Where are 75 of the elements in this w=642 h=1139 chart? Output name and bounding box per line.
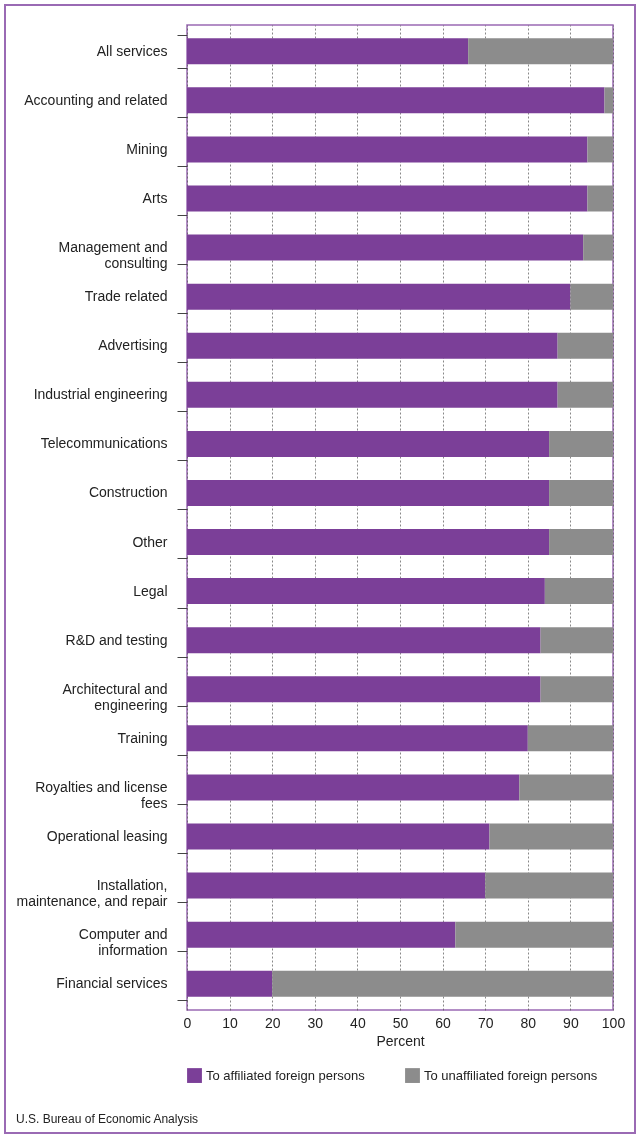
bar [519, 774, 613, 801]
bar [549, 529, 613, 556]
y-tick-label: Telecommunications [40, 435, 168, 452]
legend-label: To affiliated foreign persons [206, 1067, 366, 1083]
x-tick-label: 0 [183, 1014, 192, 1031]
x-tick-label: 70 [477, 1014, 494, 1031]
x-tick-label: 30 [307, 1014, 324, 1031]
x-tick-label: 60 [435, 1014, 452, 1031]
bar [187, 332, 558, 359]
bar [549, 430, 613, 457]
bar [187, 872, 486, 899]
bar [455, 921, 613, 948]
bar [527, 725, 613, 752]
x-tick-label: 50 [392, 1014, 409, 1031]
bar [187, 479, 550, 506]
text: U.S. Bureau of Economic Analysis [16, 1112, 199, 1126]
y-tick-label: R&D and testing [65, 631, 168, 648]
x-tick-label: 20 [264, 1014, 281, 1031]
x-tick-label: 100 [601, 1014, 626, 1031]
bar [187, 627, 541, 654]
y-tick-label: Financial services [56, 975, 168, 992]
legend-label: To unaffiliated foreign persons [424, 1067, 598, 1083]
bar [187, 430, 550, 457]
y-tick-label: All services [96, 42, 168, 59]
bar [468, 38, 613, 65]
bar [187, 970, 273, 997]
bar [604, 87, 613, 114]
x-axis-title: Percent [376, 1032, 425, 1049]
x-tick-label: 40 [350, 1014, 366, 1031]
bar [587, 185, 613, 212]
bar [187, 283, 571, 310]
y-tick-label: Arts [142, 189, 168, 206]
y-tick-label: Accounting and related [24, 91, 168, 108]
bar [187, 823, 490, 850]
y-tick-label: Operational leasing [46, 828, 168, 845]
y-tick-label: Industrial engineering [33, 386, 168, 403]
y-tick-label: Management and consulting [58, 239, 168, 272]
bar [187, 136, 588, 163]
x-tick-label: 90 [563, 1014, 579, 1031]
y-tick-label: Advertising [98, 337, 168, 354]
bar [583, 234, 613, 261]
bar [557, 381, 613, 408]
y-tick-label: Trade related [84, 288, 168, 305]
x-tick-label: 80 [520, 1014, 537, 1031]
y-tick-label: Royalties and license fees [35, 778, 168, 811]
y-tick-label: Training [117, 729, 168, 746]
bar [489, 823, 613, 850]
bar [187, 676, 541, 703]
y-tick-label: Installation, maintenance, and repair [16, 877, 168, 910]
bar [187, 87, 605, 114]
bar [557, 332, 613, 359]
bar [587, 136, 613, 163]
bar [187, 529, 550, 556]
y-tick-label: Other [132, 533, 168, 550]
bar [549, 479, 613, 506]
bar [187, 38, 469, 65]
y-tick-label: Architectural and engineering [62, 680, 168, 713]
bar [187, 921, 456, 948]
bar [187, 725, 528, 752]
bar [187, 381, 558, 408]
bar [540, 627, 613, 654]
bar [272, 970, 613, 997]
y-tick-label: Computer and information [78, 926, 168, 959]
y-tick-label: Construction [88, 484, 168, 501]
bar [540, 676, 613, 703]
bar [187, 185, 588, 212]
bar [544, 578, 613, 605]
bar [570, 283, 613, 310]
y-tick-label: Legal [133, 582, 168, 599]
bar [187, 234, 584, 261]
bar [187, 578, 545, 605]
bar [485, 872, 613, 899]
x-tick-label: 10 [222, 1014, 239, 1031]
y-tick-label: Mining [126, 140, 168, 157]
bar [187, 774, 520, 801]
